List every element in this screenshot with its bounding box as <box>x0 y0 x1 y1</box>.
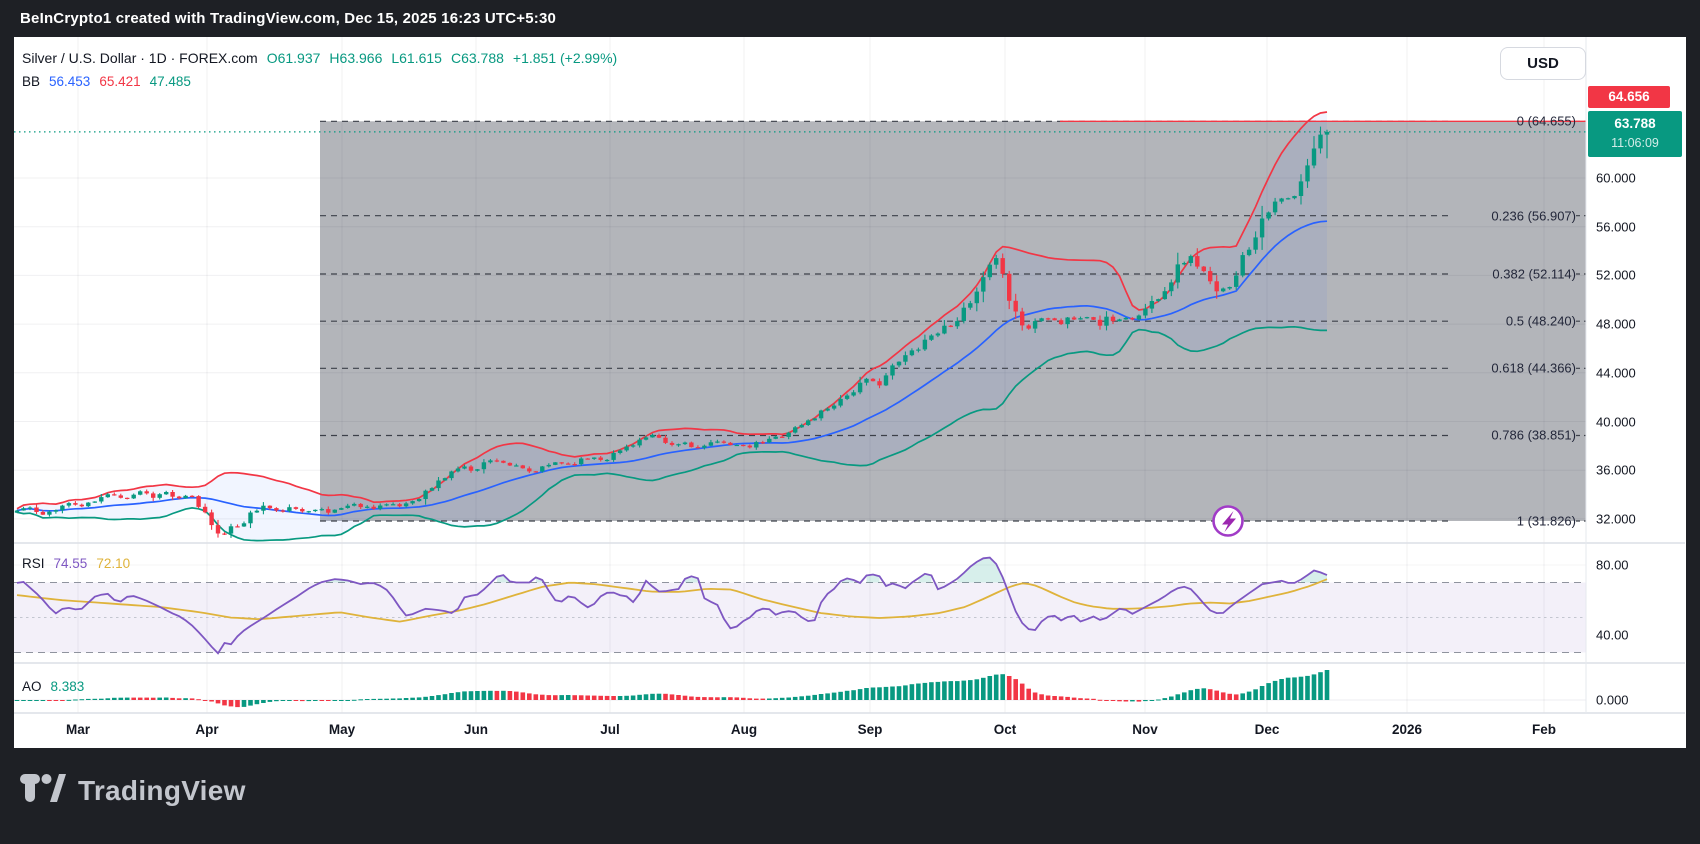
tradingview-logo-icon <box>20 770 66 811</box>
footer-brand: TradingView <box>20 770 246 811</box>
bb-lower-line <box>16 325 1327 542</box>
bb-basis-line <box>16 220 1328 517</box>
attribution-text: BeInCrypto1 created with TradingView.com… <box>20 10 557 27</box>
lightning-alert-icon[interactable] <box>1212 505 1244 537</box>
candles-layer <box>14 131 1330 535</box>
rsi-overbought-fill <box>321 557 1327 583</box>
currency-button[interactable]: USD <box>1500 47 1586 80</box>
rsi-line <box>16 556 1328 655</box>
rsi-band <box>14 581 1586 654</box>
tradingview-wordmark: TradingView <box>78 774 246 806</box>
fib-lines <box>320 120 1586 522</box>
rsi-ma-line <box>16 578 1328 623</box>
attribution-bar: BeInCrypto1 created with TradingView.com… <box>0 0 1700 37</box>
bb-upper-line <box>16 111 1328 510</box>
pane-separators <box>14 37 1685 714</box>
bollinger-fill <box>17 112 1327 541</box>
ao-histogram <box>14 670 1330 708</box>
